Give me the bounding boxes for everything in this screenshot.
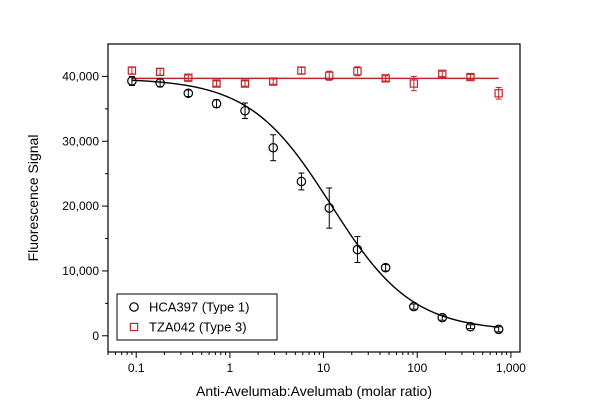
x-tick-label: 1,000 [496,361,526,375]
fit-lines [131,77,499,328]
y-tick-label: 0 [92,329,99,343]
x-tick-label: 0.1 [128,361,145,375]
data-point [268,77,278,86]
data-point [325,71,334,80]
data-point [493,324,504,335]
y-tick-label: 30,000 [62,134,99,148]
data-point [296,176,307,187]
data-point [240,105,250,116]
data-point [494,89,503,98]
x-tick-label: 10 [317,361,331,375]
data-point [155,67,165,77]
data-point [381,74,390,83]
data-point [465,321,476,332]
data-point [353,67,362,76]
error-bars [128,66,502,333]
data-point [324,203,335,213]
data-point [409,79,419,88]
legend-marker [129,302,139,312]
data-point [352,244,363,255]
data-markers [127,66,504,335]
data-point [380,262,391,273]
legend: HCA397 (Type 1) TZA042 (Type 3) [116,293,278,341]
data-point [155,78,165,88]
y-axis-title: Fluorescence Signal [25,135,41,262]
data-point [438,69,447,79]
x-tick-label: 1 [227,361,234,375]
fit-curve [131,79,499,328]
data-point [184,73,193,82]
data-point [268,142,278,153]
legend-label: TZA042 (Type 3) [149,320,247,335]
y-tick-label: 20,000 [62,199,99,213]
data-point [127,76,137,86]
data-point [212,79,221,88]
y-tick-label: 40,000 [62,69,99,83]
y-tick-label: 10,000 [62,264,99,278]
x-tick-label: 100 [407,361,427,375]
data-point [437,312,448,323]
x-axis-ticks: 0.1 1 10 100 1,000 [107,352,526,375]
data-point [127,66,137,75]
data-point [409,301,419,312]
legend-marker [129,322,139,332]
x-axis-title: Anti-Avelumab:Avelumab (molar ratio) [196,383,432,399]
data-point [297,66,306,75]
data-point [240,79,250,88]
y-axis-ticks: 0 10,000 20,000 30,000 40,000 [62,69,108,343]
data-point [466,72,475,82]
legend-label: HCA397 (Type 1) [149,300,249,315]
data-point [183,88,194,99]
legend-box [116,293,278,341]
data-point [211,98,222,109]
